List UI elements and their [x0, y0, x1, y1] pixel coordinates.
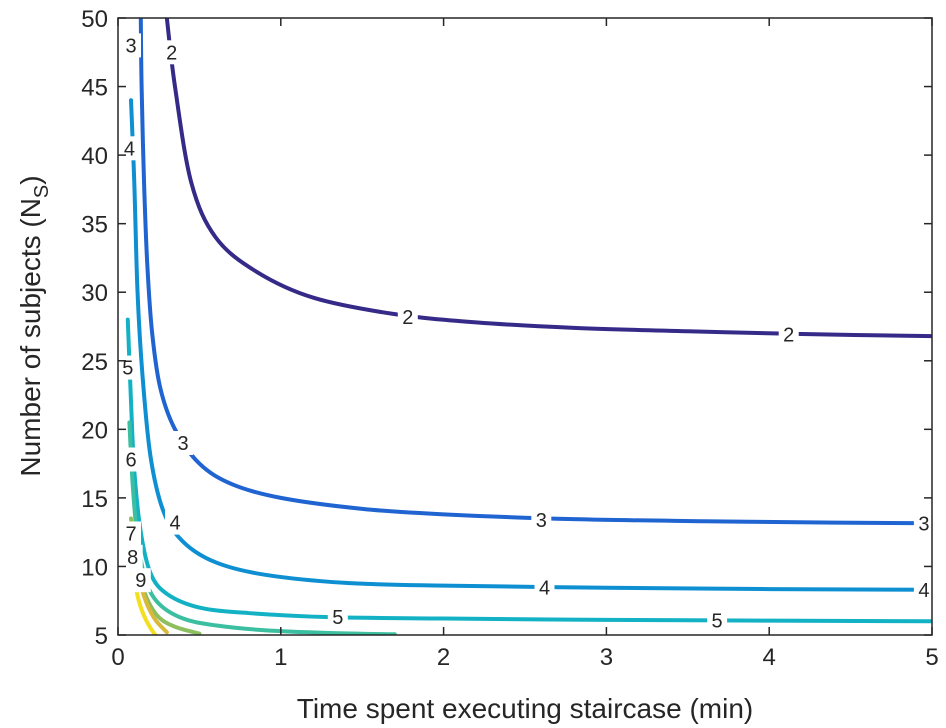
- contour-label-text: 4: [918, 580, 929, 602]
- y-tick-label: 30: [81, 280, 108, 307]
- y-tick-label: 35: [81, 212, 108, 239]
- y-axis-label-close: ): [15, 175, 46, 184]
- contour-line-level-2: [164, 18, 932, 339]
- x-tick-label: 1: [274, 644, 287, 671]
- y-tick-label: 20: [81, 417, 108, 444]
- contour-label-5-0: 5: [117, 355, 138, 380]
- contour-label-background: [121, 447, 141, 472]
- contour-label-background: [707, 608, 728, 633]
- contour-label-text: 6: [125, 450, 136, 472]
- contour-label-background: [117, 355, 138, 380]
- contour-label-text: 3: [918, 513, 929, 535]
- contour-label-text: 9: [135, 570, 146, 592]
- y-tick-label: 5: [95, 623, 108, 650]
- contour-label-background: [913, 577, 934, 602]
- contour-label-text: 4: [124, 138, 135, 160]
- contour-label-background: [531, 507, 552, 532]
- series-layer: [125, 18, 932, 635]
- contour-line-level-6: [127, 420, 397, 635]
- contour-label-text: 3: [178, 433, 189, 455]
- contour-label-text: 4: [539, 578, 550, 600]
- y-tick-label: 40: [81, 143, 108, 170]
- contour-label-text: 3: [125, 35, 136, 57]
- contour-line-level-5: [125, 317, 932, 624]
- y-tick-label: 45: [81, 75, 108, 102]
- x-tick-label: 0: [111, 644, 124, 671]
- x-tick-label: 5: [925, 644, 938, 671]
- contour-label-text: 3: [536, 510, 547, 532]
- contour-label-background: [130, 568, 151, 593]
- contour-label-3-0: 3: [121, 33, 141, 58]
- contour-label-background: [119, 136, 140, 161]
- contour-label-text: 5: [332, 607, 343, 629]
- plot-area-frame: [117, 17, 933, 636]
- contour-label-6-0: 6: [121, 447, 141, 472]
- contour-labels-layer: 2 2 2 3 3 3 3 4 4 4 4 5 5 5 6 789: [117, 33, 934, 633]
- contour-label-2-0: 2: [161, 40, 182, 65]
- contour-label-background: [121, 33, 141, 58]
- contour-label-3-2: 3: [531, 507, 552, 532]
- x-axis-label: Time spent executing staircase (min): [297, 693, 753, 724]
- contour-label-text: 2: [166, 42, 177, 64]
- contour-line-level-4: [129, 98, 932, 592]
- contour-label-4-0: 4: [119, 136, 140, 161]
- contour-label-text: 2: [783, 325, 794, 347]
- contour-label-text: 2: [402, 307, 413, 329]
- contour-label-4-3: 4: [913, 577, 934, 602]
- contour-label-background: [534, 575, 555, 600]
- contour-label-background: [397, 304, 418, 329]
- contour-label-background: [913, 511, 934, 536]
- y-axis-label-main: Number of subjects (N: [15, 198, 46, 477]
- y-axis-label: Number of subjects (NS): [15, 175, 53, 476]
- contour-label-9-0: 9: [130, 568, 151, 593]
- contour-label-7-0: 7: [121, 521, 141, 546]
- contour-label-5-1: 5: [327, 605, 348, 630]
- y-tick-label: 25: [81, 349, 108, 376]
- contour-label-2-2: 2: [778, 322, 799, 347]
- contour-label-text: 5: [122, 358, 133, 380]
- contour-label-text: 5: [712, 611, 723, 633]
- contour-label-8-0: 8: [122, 544, 143, 569]
- contour-label-3-3: 3: [913, 511, 934, 536]
- contour-line-level-3: [138, 18, 932, 526]
- y-axis-label-subscript: S: [31, 185, 53, 198]
- y-tick-label: 15: [81, 486, 108, 513]
- contour-label-background: [161, 40, 182, 65]
- x-tick-label: 2: [437, 644, 450, 671]
- contour-label-3-1: 3: [173, 431, 194, 455]
- contour-label-4-1: 4: [165, 510, 185, 535]
- contour-label-text: 8: [127, 547, 138, 569]
- contour-label-5-2: 5: [707, 608, 728, 633]
- contour-label-2-1: 2: [397, 304, 418, 329]
- y-tick-label: 10: [81, 554, 108, 581]
- x-tick-label: 3: [600, 644, 613, 671]
- contour-label-text: 4: [169, 513, 180, 535]
- contour-label-background: [122, 544, 143, 569]
- contour-label-background: [121, 521, 141, 546]
- contour-label-background: [165, 510, 185, 535]
- contour-label-text: 7: [125, 524, 136, 546]
- contour-label-background: [173, 431, 194, 455]
- contour-label-background: [327, 605, 348, 630]
- contour-label-4-2: 4: [534, 575, 555, 600]
- contour-label-background: [778, 322, 799, 347]
- x-tick-label: 4: [763, 644, 776, 671]
- y-tick-label: 50: [81, 6, 108, 33]
